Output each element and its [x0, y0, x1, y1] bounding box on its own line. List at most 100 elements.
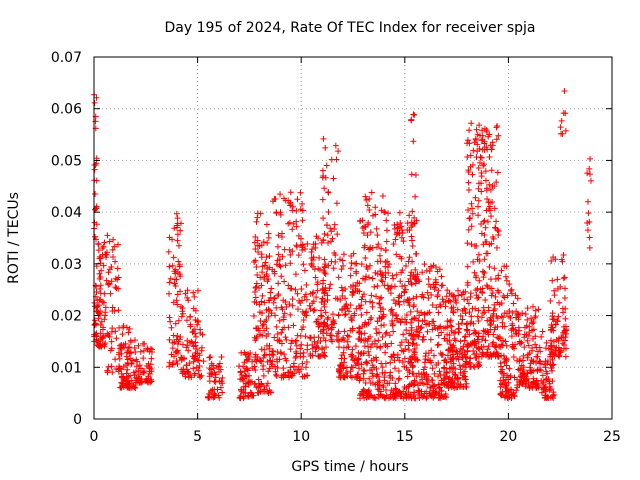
data-point — [315, 344, 322, 351]
data-point — [416, 329, 423, 336]
data-point — [474, 141, 481, 148]
data-point — [464, 327, 471, 334]
data-point — [132, 384, 139, 391]
data-point — [396, 209, 403, 216]
data-point — [319, 295, 326, 302]
data-point — [131, 337, 138, 344]
data-point — [96, 286, 103, 293]
data-point — [518, 339, 525, 346]
data-point — [109, 369, 116, 376]
data-point — [271, 295, 278, 302]
data-point — [435, 381, 442, 388]
data-point — [448, 305, 455, 312]
y-tick-label: 0.07 — [51, 50, 82, 66]
data-point — [464, 240, 471, 247]
data-point — [502, 273, 509, 280]
data-point — [360, 230, 367, 237]
data-point — [533, 353, 540, 360]
data-point — [322, 337, 329, 344]
data-point — [464, 140, 471, 147]
data-point — [360, 275, 367, 282]
data-point — [530, 375, 537, 382]
data-point — [369, 341, 376, 348]
data-point — [282, 334, 289, 341]
data-point — [325, 262, 332, 269]
data-point — [298, 285, 305, 292]
data-point — [318, 307, 325, 314]
data-point — [382, 247, 389, 254]
data-point — [365, 387, 372, 394]
data-point — [287, 346, 294, 353]
data-point — [491, 306, 498, 313]
data-point — [272, 312, 279, 319]
data-point — [325, 325, 332, 332]
data-point — [554, 285, 561, 292]
data-point — [334, 295, 341, 302]
data-point — [452, 329, 459, 336]
data-point — [438, 273, 445, 280]
data-point — [299, 217, 306, 224]
data-point — [336, 362, 343, 369]
data-point — [394, 225, 401, 232]
data-point — [255, 248, 262, 255]
data-point — [198, 344, 205, 351]
data-point — [287, 251, 294, 258]
data-point — [475, 338, 482, 345]
data-point — [409, 341, 416, 348]
data-point — [382, 349, 389, 356]
data-point — [437, 323, 444, 330]
data-point — [393, 311, 400, 318]
data-point — [344, 369, 351, 376]
data-point — [197, 329, 204, 336]
data-point — [520, 352, 527, 359]
data-point — [460, 372, 467, 379]
data-point — [375, 391, 382, 398]
data-point — [465, 179, 472, 186]
data-point — [325, 314, 332, 321]
data-point — [439, 296, 446, 303]
data-point — [350, 250, 357, 257]
data-point — [267, 389, 274, 396]
data-point — [559, 305, 566, 312]
data-point — [399, 283, 406, 290]
data-point — [383, 329, 390, 336]
data-point — [587, 155, 594, 162]
data-point — [333, 200, 340, 207]
data-point — [245, 382, 252, 389]
data-point — [108, 278, 115, 285]
axis-ticks — [93, 56, 613, 420]
data-point — [167, 318, 174, 325]
data-point — [375, 241, 382, 248]
data-point — [384, 264, 391, 271]
data-point — [211, 378, 218, 385]
data-point — [275, 280, 282, 287]
data-point — [292, 286, 299, 293]
data-point — [517, 340, 524, 347]
data-point — [382, 360, 389, 367]
data-point — [381, 394, 388, 401]
data-point — [300, 261, 307, 268]
data-point — [190, 289, 197, 296]
data-point — [219, 380, 226, 387]
data-point — [489, 341, 496, 348]
data-point — [193, 364, 200, 371]
data-point — [339, 257, 346, 264]
data-point — [561, 327, 568, 334]
data-point — [551, 352, 558, 359]
data-point — [562, 127, 569, 134]
data-point — [126, 344, 133, 351]
data-point — [450, 309, 457, 316]
data-point — [389, 322, 396, 329]
data-point — [464, 344, 471, 351]
data-point — [439, 282, 446, 289]
data-point — [106, 266, 113, 273]
data-point — [113, 335, 120, 342]
x-tick-label: 25 — [603, 429, 621, 445]
data-point — [528, 368, 535, 375]
data-point — [190, 365, 197, 372]
data-point — [435, 287, 442, 294]
data-point — [548, 365, 555, 372]
data-point — [456, 362, 463, 369]
data-point — [275, 292, 282, 299]
data-point — [283, 336, 290, 343]
